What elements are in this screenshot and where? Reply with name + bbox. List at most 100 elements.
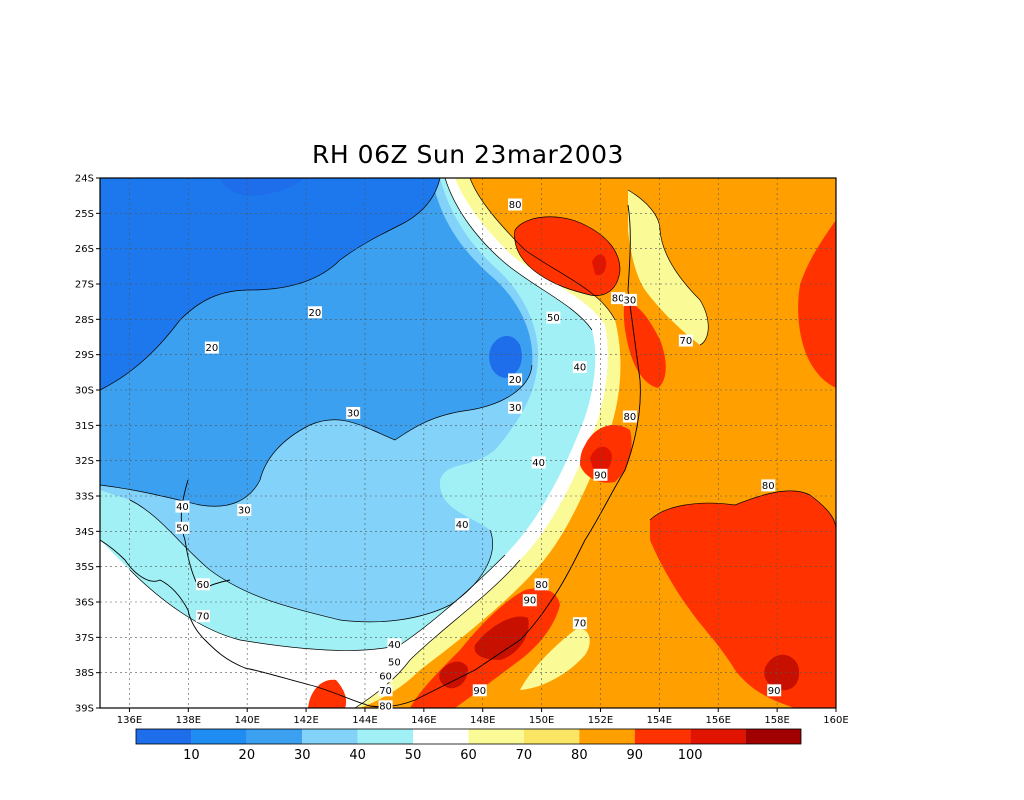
contour-lines bbox=[100, 178, 836, 708]
lat-tick-label: 37S bbox=[75, 633, 94, 644]
contour-label-bg bbox=[522, 594, 537, 607]
contour-label-text: 70 bbox=[679, 336, 692, 347]
contour-label: 40 bbox=[455, 518, 470, 531]
contour-label-bg bbox=[572, 361, 587, 374]
lon-tick-label: 142E bbox=[293, 715, 318, 726]
contour-label-bg bbox=[678, 334, 693, 347]
contour-label-bg bbox=[767, 684, 782, 697]
contour-label: 70 bbox=[378, 684, 393, 697]
lon-tick-label: 160E bbox=[823, 715, 848, 726]
contour-label-bg bbox=[237, 504, 252, 517]
contour-label: 20 bbox=[204, 341, 219, 354]
contour-label: 80 bbox=[508, 198, 523, 211]
contour-label-text: 90 bbox=[523, 596, 536, 607]
contour-label-bg bbox=[761, 479, 776, 492]
coastline bbox=[100, 204, 641, 708]
contour-label-bg bbox=[387, 638, 402, 651]
contour-label-bg bbox=[593, 468, 608, 481]
lat-tick-label: 31S bbox=[75, 421, 94, 432]
contour-label-text: 90 bbox=[594, 470, 607, 481]
contour-label: 70 bbox=[196, 610, 211, 623]
contour-label: 30 bbox=[237, 504, 252, 517]
lon-tick-label: 158E bbox=[764, 715, 789, 726]
colorbar-label: 80 bbox=[571, 748, 588, 763]
rh-band-80-90-east bbox=[650, 490, 836, 708]
contour-label-text: 80 bbox=[379, 702, 392, 713]
contour-label-text: 20 bbox=[309, 308, 322, 319]
lat-tick-label: 33S bbox=[75, 492, 94, 503]
rh-band-80-90-coast bbox=[623, 300, 666, 388]
lat-tick-label: 35S bbox=[75, 562, 94, 573]
contour-label: 60 bbox=[196, 578, 211, 591]
lat-tick-label: 28S bbox=[75, 315, 94, 326]
colorbar-label: 50 bbox=[405, 748, 422, 763]
rh-band-90-ne-core bbox=[592, 254, 607, 276]
rh-field bbox=[100, 178, 836, 708]
contour-label-text: 60 bbox=[197, 580, 210, 591]
contour-label: 20 bbox=[508, 373, 523, 386]
contour-label: 30 bbox=[508, 401, 523, 414]
contour-label: 50 bbox=[387, 656, 402, 669]
contour-label-bg bbox=[346, 406, 361, 419]
rh-band-90-south-core bbox=[474, 616, 529, 660]
contour-label: 80 bbox=[761, 479, 776, 492]
contour-label: 80 bbox=[622, 410, 637, 423]
contour-label: 30 bbox=[346, 406, 361, 419]
lat-tick-label: 34S bbox=[75, 527, 94, 538]
contour-label-text: 20 bbox=[206, 343, 219, 354]
latitude-axis: 24S 25S 26S 27S 28S 29S 30S 31S 32S 33S 34S 35S 36S 3… bbox=[75, 174, 100, 715]
rh-dry-blob-east bbox=[489, 335, 522, 378]
contour-label-bg bbox=[378, 700, 393, 713]
lat-tick-label: 27S bbox=[75, 280, 94, 291]
rh-band-80-90-ne bbox=[514, 216, 620, 296]
contour-label-text: 70 bbox=[197, 612, 210, 623]
contour-label-bg bbox=[378, 684, 393, 697]
colorbar-label: 70 bbox=[516, 748, 533, 763]
contour-label: 80 bbox=[534, 578, 549, 591]
colorbar-swatch bbox=[302, 729, 358, 744]
lat-tick-label: 29S bbox=[75, 350, 94, 361]
colorbar-label: 30 bbox=[294, 748, 311, 763]
rh-band-70-80-south-blob bbox=[520, 629, 590, 690]
contour-label-bg bbox=[175, 500, 190, 513]
lon-tick-label: 136E bbox=[117, 715, 142, 726]
contour-label-text: 40 bbox=[388, 640, 401, 651]
colorbar-swatch bbox=[413, 729, 469, 744]
rh-band-90-32s-core bbox=[590, 446, 612, 474]
lat-tick-label: 25S bbox=[75, 209, 94, 220]
contour-label-bg bbox=[387, 656, 402, 669]
contour-label-text: 80 bbox=[535, 580, 548, 591]
contour-label: 50 bbox=[546, 311, 561, 324]
contour-label-text: 40 bbox=[574, 363, 587, 374]
colorbar-swatch bbox=[523, 729, 580, 744]
lat-tick-label: 32S bbox=[75, 456, 94, 467]
contour-label: 90 bbox=[522, 594, 537, 607]
colorbar-swatch bbox=[468, 729, 524, 744]
contour-label-bg bbox=[455, 518, 470, 531]
lat-tick-label: 24S bbox=[75, 174, 94, 185]
graticule bbox=[100, 178, 836, 708]
colorbar-swatch bbox=[690, 729, 746, 744]
colorbar-swatch bbox=[579, 729, 635, 744]
contour-label: 80 bbox=[611, 292, 626, 305]
lat-tick-label: 38S bbox=[75, 668, 94, 679]
contour-label-text: 30 bbox=[238, 506, 251, 517]
contour-label-bg bbox=[546, 311, 561, 324]
contour-label-bg bbox=[378, 670, 393, 683]
lat-tick-label: 39S bbox=[75, 704, 94, 715]
contour-label-bg bbox=[508, 401, 523, 414]
contour-label-bg bbox=[196, 578, 211, 591]
colorbar-label: 100 bbox=[678, 748, 703, 763]
contour-label: 50 bbox=[175, 521, 190, 534]
contour-label-text: 50 bbox=[388, 658, 401, 669]
lon-tick-label: 152E bbox=[588, 715, 613, 726]
lon-tick-label: 144E bbox=[352, 715, 377, 726]
contour-label-text: 40 bbox=[456, 520, 469, 531]
lon-tick-label: 146E bbox=[411, 715, 436, 726]
contour-label-text: 50 bbox=[547, 313, 560, 324]
colorbar-label: 90 bbox=[626, 748, 643, 763]
colorbar-swatch bbox=[246, 729, 303, 744]
contour-label-bg bbox=[196, 610, 211, 623]
contour-label: 30 bbox=[622, 293, 637, 306]
